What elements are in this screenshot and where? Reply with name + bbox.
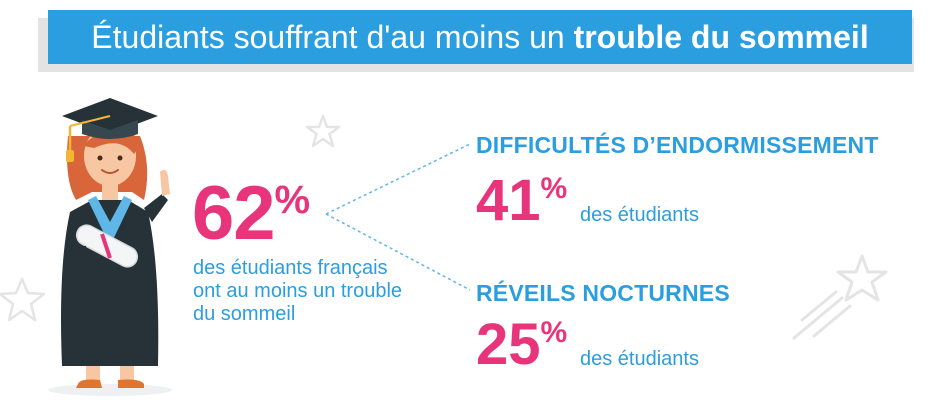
title-bold: trouble du sommeil (573, 19, 869, 55)
star-icon (305, 114, 341, 148)
stat-value: 25 (476, 312, 541, 377)
stat-percentage-reveils: 25% (476, 316, 567, 374)
stat-title-endormissement: DIFFICULTÉS D’ENDORMISSEMENT (476, 132, 879, 158)
shooting-star-icon (792, 254, 888, 340)
stat-unit: % (540, 172, 568, 205)
connector-lines (325, 143, 471, 291)
page-title: Étudiants souffrant d'au moins un troubl… (48, 10, 912, 64)
stat-label-reveils: des étudiants (580, 348, 699, 370)
stat-percentage-endormissement: 41% (476, 172, 567, 230)
main-percentage: 62% (192, 176, 311, 252)
graduate-illustration (48, 98, 172, 396)
stat-label-endormissement: des étudiants (580, 204, 699, 226)
stat-title-reveils: RÉVEILS NOCTURNES (476, 280, 730, 306)
main-unit: % (274, 178, 311, 222)
main-value: 62 (192, 171, 276, 256)
main-description: des étudiants français ont au moins un t… (193, 257, 403, 325)
stat-value: 41 (476, 168, 541, 233)
title-banner (48, 10, 912, 64)
star-icon (0, 277, 46, 322)
stat-unit: % (540, 316, 568, 349)
title-regular: Étudiants souffrant d'au moins un (91, 19, 574, 55)
